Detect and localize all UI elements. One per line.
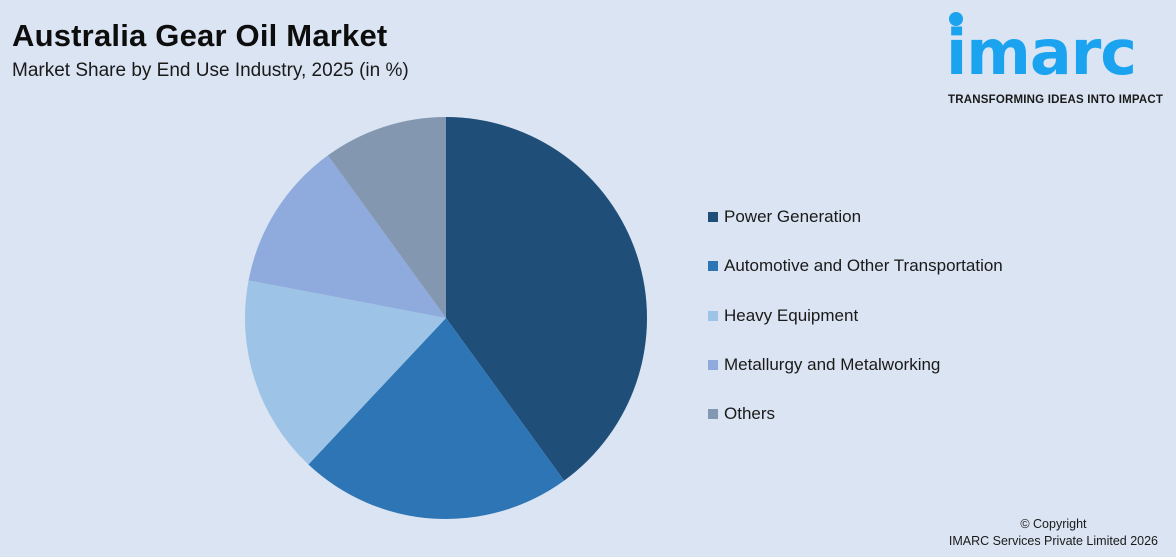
legend-swatch	[708, 359, 718, 370]
pie-slice-heavy-equipment	[245, 280, 446, 465]
pie-slice-others	[327, 117, 446, 318]
pie-slice-metallurgy-and-metalworking	[248, 155, 446, 318]
legend-swatch	[708, 261, 718, 272]
copyright-line-2: IMARC Services Private Limited 2026	[948, 534, 1158, 548]
chart-subtitle: Market Share by End Use Industry, 2025 (…	[12, 60, 409, 81]
pie-slice-automotive-and-other-transportation	[308, 318, 565, 519]
legend-item-metallurgy: Metallurgy and Metalworking	[708, 352, 1003, 378]
legend-item-heavy-equipment: Heavy Equipment	[708, 303, 1003, 329]
legend-label: Metallurgy and Metalworking	[724, 354, 941, 374]
logo-tagline: TRANSFORMING IDEAS INTO IMPACT	[948, 94, 1164, 106]
legend-item-others: Others	[708, 401, 1003, 427]
imarc-logo: imarc TRANSFORMING IDEAS INTO IMPACT	[944, 10, 1172, 110]
legend-label: Others	[724, 404, 776, 424]
legend-swatch	[708, 310, 718, 321]
legend-label: Automotive and Other Transportation	[724, 256, 1003, 276]
pie-slice-power-generation	[446, 117, 647, 481]
logo-dot-icon	[949, 12, 963, 26]
legend-item-power-generation: Power Generation	[708, 204, 1003, 230]
logo-wordmark: imarc	[946, 16, 1137, 89]
chart-title: Australia Gear Oil Market	[12, 18, 388, 53]
legend-swatch	[708, 212, 718, 222]
copyright-line-1: © Copyright	[1020, 517, 1087, 531]
copyright-notice: © Copyright IMARC Services Private Limit…	[949, 516, 1158, 550]
legend-label: Power Generation	[724, 207, 862, 226]
pie-slices	[245, 117, 647, 519]
chart-legend: Power Generation Automotive and Other Tr…	[708, 204, 1003, 450]
legend-item-automotive: Automotive and Other Transportation	[708, 253, 1003, 279]
legend-swatch	[708, 409, 718, 420]
legend-label: Heavy Equipment	[724, 305, 859, 325]
